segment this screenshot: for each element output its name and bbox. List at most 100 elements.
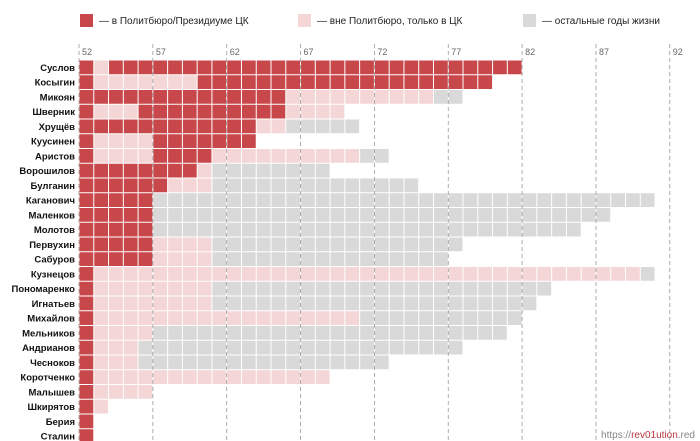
cell-ck <box>197 252 212 266</box>
cell-life <box>448 296 463 311</box>
cell-life <box>360 311 374 325</box>
cell-life <box>537 222 552 237</box>
cell-life <box>153 222 168 237</box>
cell-pb <box>168 104 182 119</box>
cell-life <box>301 193 315 207</box>
cell-life <box>596 208 611 222</box>
cell-life <box>463 326 478 340</box>
cell-ck <box>123 385 138 399</box>
cell-life <box>389 237 404 252</box>
cell-pb <box>182 104 197 119</box>
cell-pb <box>168 149 182 163</box>
tick-label: 82 <box>525 47 535 57</box>
cell-pb <box>330 60 345 75</box>
cell-pb <box>79 429 94 441</box>
cell-pb <box>123 222 138 237</box>
row-label: Хрущёв <box>39 122 76 133</box>
cell-life <box>241 178 256 193</box>
cell-ck <box>168 237 182 252</box>
cell-pb <box>138 193 153 207</box>
cell-ck <box>345 267 360 281</box>
cell-pb <box>182 134 197 148</box>
row-label: Суслов <box>40 63 75 74</box>
cell-ck <box>330 90 345 104</box>
cell-pb <box>227 90 241 104</box>
cell-life <box>212 222 227 237</box>
cell-life <box>552 208 566 222</box>
cell-life <box>153 208 168 222</box>
cell-life <box>478 326 493 340</box>
cell-life <box>345 222 360 237</box>
cell-life <box>315 326 330 340</box>
cell-life <box>404 178 419 193</box>
cell-pb <box>286 75 301 89</box>
row-label: Косыгин <box>35 78 76 89</box>
cell-ck <box>315 267 330 281</box>
cell-ck <box>330 267 345 281</box>
cell-life <box>168 340 182 355</box>
cell-life <box>374 311 389 325</box>
cell-pb <box>79 208 94 222</box>
cell-pb <box>493 60 507 75</box>
cell-pb <box>256 75 271 89</box>
cell-pb <box>79 163 94 178</box>
cell-life <box>330 340 345 355</box>
x-axis-ticks: 52 57 62 67 72 77 82 87 92 <box>82 47 683 57</box>
cell-life <box>360 208 374 222</box>
cell-pb <box>212 90 227 104</box>
cell-life <box>315 193 330 207</box>
cell-life <box>301 237 315 252</box>
tick-label: 77 <box>451 47 461 57</box>
cell-ck <box>522 267 537 281</box>
cell-pb <box>271 104 286 119</box>
cell-life <box>241 222 256 237</box>
cell-ck <box>241 370 256 384</box>
cell-life <box>256 208 271 222</box>
cell-pb <box>212 60 227 75</box>
cell-pb <box>138 90 153 104</box>
cell-life <box>404 222 419 237</box>
cell-life <box>301 178 315 193</box>
cell-pb <box>153 60 168 75</box>
cell-life <box>256 237 271 252</box>
cell-ck <box>123 296 138 311</box>
cell-life <box>522 281 537 296</box>
cell-life <box>345 119 360 134</box>
cell-pb <box>197 104 212 119</box>
cell-pb <box>123 90 138 104</box>
cell-pb <box>301 75 315 89</box>
cell-ck <box>566 267 581 281</box>
cell-life <box>374 237 389 252</box>
cell-ck <box>94 149 109 163</box>
cell-ck <box>138 385 153 399</box>
cell-ck <box>212 370 227 384</box>
cell-pb <box>271 75 286 89</box>
cell-life <box>448 311 463 325</box>
cell-pb <box>123 178 138 193</box>
cell-pb <box>182 163 197 178</box>
cell-ck <box>153 281 168 296</box>
cell-life <box>389 326 404 340</box>
cell-ck <box>123 134 138 148</box>
cell-ck <box>182 267 197 281</box>
cell-pb <box>109 163 123 178</box>
cell-pb <box>123 119 138 134</box>
cell-life <box>345 193 360 207</box>
cell-life <box>478 208 493 222</box>
cell-pb <box>79 252 94 266</box>
cell-ck <box>227 149 241 163</box>
row-label: Булганин <box>31 181 76 192</box>
row-label: Ворошилов <box>19 166 75 177</box>
cell-life <box>212 178 227 193</box>
cell-ck <box>404 90 419 104</box>
cell-pb <box>212 119 227 134</box>
cell-life <box>256 340 271 355</box>
cell-ck <box>168 75 182 89</box>
cell-life <box>241 326 256 340</box>
cell-ck <box>241 149 256 163</box>
cell-life <box>315 252 330 266</box>
cell-life <box>197 355 212 370</box>
cell-life <box>433 281 448 296</box>
cell-life <box>301 208 315 222</box>
cell-pb <box>301 60 315 75</box>
